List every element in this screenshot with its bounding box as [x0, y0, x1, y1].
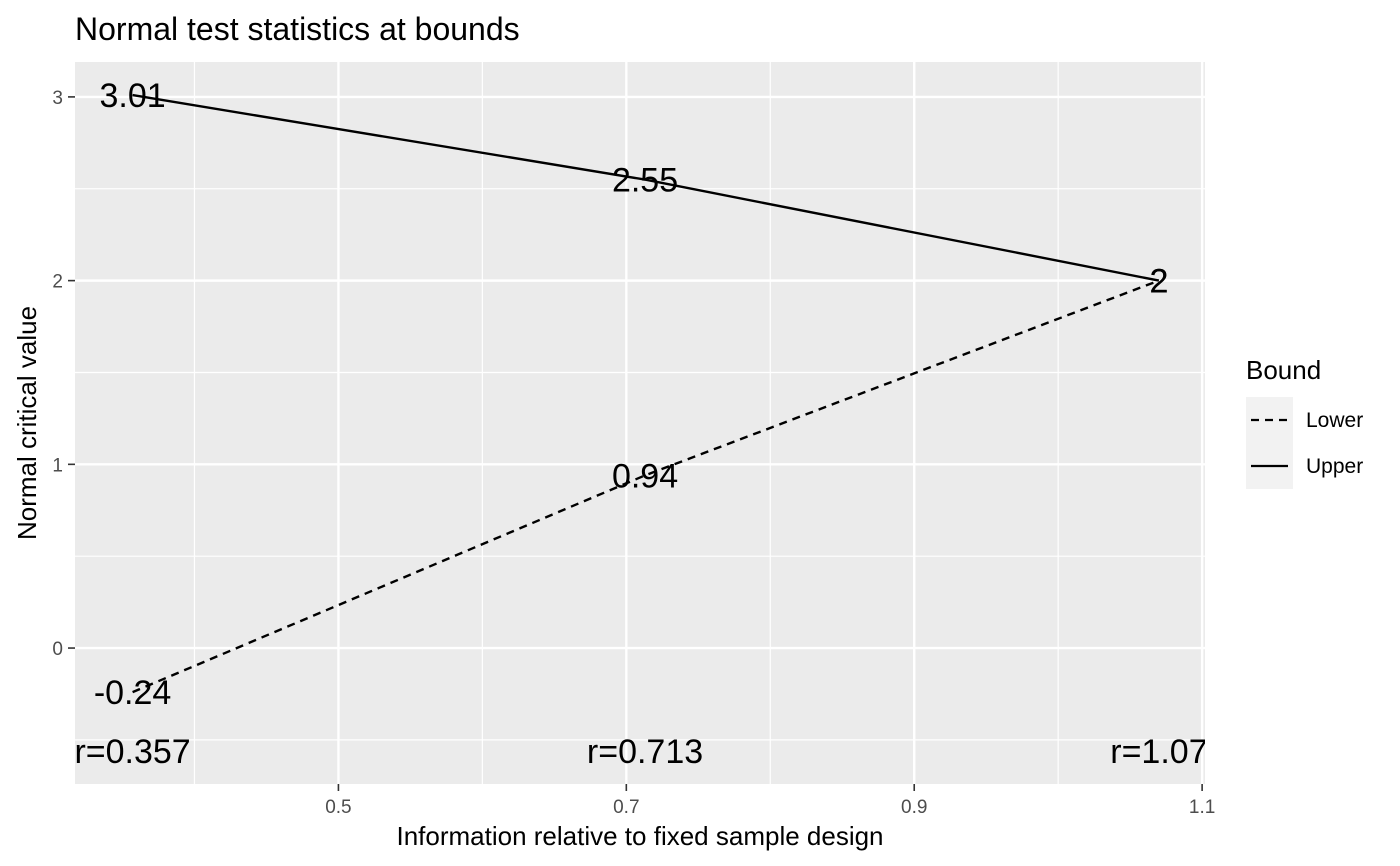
- series-line-upper: [132, 93, 1160, 282]
- x-tick-label: 0.7: [613, 797, 639, 818]
- minor-gridlines: [75, 62, 1205, 784]
- info-fraction-label: r=0.713: [587, 733, 703, 771]
- y-tick-label: 1: [52, 455, 63, 476]
- series-line-lower: [132, 279, 1160, 694]
- y-tick-label: 0: [52, 639, 63, 660]
- data-label-upper: 2: [1149, 263, 1168, 301]
- legend-title: Bound: [1246, 355, 1321, 385]
- data-label-upper: 3.01: [99, 77, 165, 115]
- data-label-lower: 0.94: [612, 457, 678, 495]
- major-gridlines: [75, 62, 1205, 784]
- x-tick-label: 1.1: [1189, 797, 1215, 818]
- y-tick-label: 2: [52, 272, 63, 293]
- data-label-lower: 2: [1149, 263, 1168, 301]
- data-label-upper: 2.55: [612, 162, 678, 200]
- x-tick-label: 0.5: [325, 797, 351, 818]
- series-lines: [132, 93, 1160, 694]
- x-axis: 0.5 0.7 0.9 1.1: [325, 784, 1215, 818]
- y-axis: 0 1 2 3: [52, 88, 75, 660]
- legend: Bound Lower Upper: [1246, 355, 1363, 489]
- y-tick-label: 3: [52, 88, 63, 109]
- x-tick-label: 0.9: [901, 797, 927, 818]
- legend-label-upper: Upper: [1306, 455, 1363, 478]
- x-axis-title: Information relative to fixed sample des…: [396, 821, 883, 851]
- info-fraction-label: r=0.357: [74, 733, 190, 771]
- y-axis-title: Normal critical value: [12, 306, 42, 540]
- legend-label-lower: Lower: [1306, 409, 1363, 432]
- annotations: r=0.357 r=0.713 r=1.07: [74, 733, 1207, 771]
- plot-panel: [75, 62, 1205, 784]
- data-label-lower: -0.24: [94, 674, 172, 712]
- chart-title: Normal test statistics at bounds: [75, 11, 520, 47]
- info-fraction-label: r=1.07: [1110, 733, 1207, 771]
